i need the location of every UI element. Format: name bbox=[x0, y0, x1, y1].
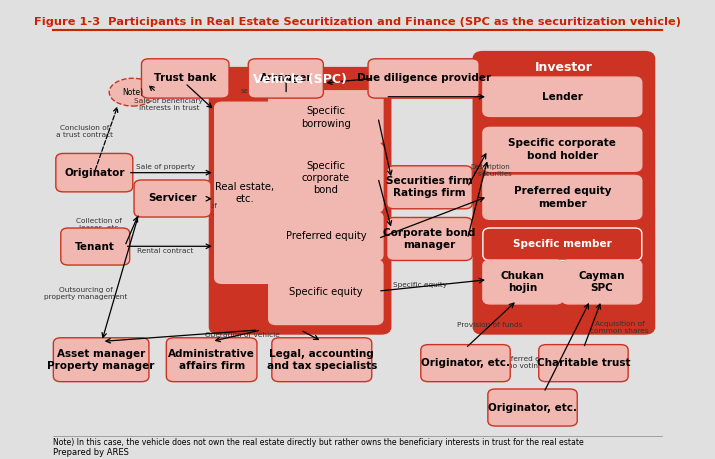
Text: Specific
borrowing: Specific borrowing bbox=[301, 106, 351, 129]
FancyBboxPatch shape bbox=[269, 143, 383, 213]
Text: Investor: Investor bbox=[536, 61, 593, 73]
FancyBboxPatch shape bbox=[483, 228, 642, 260]
Text: Tenant: Tenant bbox=[75, 241, 115, 252]
Ellipse shape bbox=[109, 78, 157, 106]
Text: Chukan
hojin: Chukan hojin bbox=[501, 271, 545, 293]
FancyBboxPatch shape bbox=[167, 338, 257, 382]
Text: Charitable trust: Charitable trust bbox=[537, 358, 630, 368]
Text: Legal, accounting
and tax specialists: Legal, accounting and tax specialists bbox=[267, 348, 377, 371]
FancyBboxPatch shape bbox=[483, 77, 642, 117]
Text: Preferred equity
with no voting rights: Preferred equity with no voting rights bbox=[490, 356, 566, 369]
FancyBboxPatch shape bbox=[54, 338, 149, 382]
Text: Preferred equity: Preferred equity bbox=[390, 220, 449, 226]
FancyBboxPatch shape bbox=[269, 91, 383, 144]
Text: Sale of beneficiary
interests in trust: Sale of beneficiary interests in trust bbox=[134, 99, 203, 112]
Text: Note): Note) bbox=[122, 88, 143, 97]
Text: Operation of vehicle: Operation of vehicle bbox=[205, 331, 280, 337]
FancyBboxPatch shape bbox=[368, 59, 479, 98]
Text: Provision of funds: Provision of funds bbox=[457, 322, 522, 329]
Text: Securities firm
Ratings firm: Securities firm Ratings firm bbox=[386, 176, 473, 198]
Text: Acquisition of
common shares: Acquisition of common shares bbox=[591, 321, 649, 334]
FancyBboxPatch shape bbox=[387, 218, 473, 260]
Text: Due diligence provider: Due diligence provider bbox=[357, 73, 490, 84]
Text: Conclusion of
a trust contract: Conclusion of a trust contract bbox=[56, 124, 113, 138]
Text: Originator, etc.: Originator, etc. bbox=[488, 403, 577, 413]
FancyBboxPatch shape bbox=[56, 153, 133, 192]
FancyBboxPatch shape bbox=[61, 228, 129, 265]
Text: Note) In this case, the vehicle does not own the real estate directly but rather: Note) In this case, the vehicle does not… bbox=[54, 438, 584, 448]
FancyBboxPatch shape bbox=[421, 345, 511, 382]
FancyBboxPatch shape bbox=[539, 345, 628, 382]
Text: Real estate,
etc.: Real estate, etc. bbox=[215, 182, 274, 204]
Text: Rental contract: Rental contract bbox=[137, 248, 193, 254]
Text: Servicer: Servicer bbox=[148, 194, 197, 203]
Text: Execution of financing: Execution of financing bbox=[394, 86, 476, 92]
Text: Description
of securities: Description of securities bbox=[469, 164, 512, 177]
Text: Arranger: Arranger bbox=[260, 73, 312, 84]
FancyBboxPatch shape bbox=[269, 260, 383, 325]
FancyBboxPatch shape bbox=[134, 180, 211, 217]
Text: Specific member: Specific member bbox=[513, 239, 612, 249]
Text: Originator, etc.: Originator, etc. bbox=[421, 358, 510, 368]
Text: Specific equity: Specific equity bbox=[289, 287, 363, 297]
Text: Specific
corporate
bond: Specific corporate bond bbox=[302, 161, 350, 196]
FancyBboxPatch shape bbox=[562, 260, 642, 304]
Text: Sale of property: Sale of property bbox=[136, 164, 194, 170]
Text: Specific corporate
bond holder: Specific corporate bond holder bbox=[508, 138, 616, 161]
Text: Cayman
SPC: Cayman SPC bbox=[578, 271, 625, 293]
FancyBboxPatch shape bbox=[483, 260, 563, 304]
Text: Preferred equity: Preferred equity bbox=[285, 231, 366, 241]
Text: Corporate bond
manager: Corporate bond manager bbox=[383, 228, 475, 250]
Text: Lender: Lender bbox=[542, 92, 583, 102]
Text: Trust bank: Trust bank bbox=[154, 73, 217, 84]
Text: Collection of
leases, etc.: Collection of leases, etc. bbox=[172, 203, 217, 216]
FancyBboxPatch shape bbox=[214, 102, 275, 283]
Text: Collection of
leases, etc: Collection of leases, etc bbox=[76, 218, 122, 231]
FancyBboxPatch shape bbox=[269, 212, 383, 260]
Text: Asset manager
Property manager: Asset manager Property manager bbox=[47, 348, 155, 371]
FancyBboxPatch shape bbox=[142, 59, 229, 98]
FancyBboxPatch shape bbox=[209, 68, 390, 334]
FancyBboxPatch shape bbox=[483, 175, 642, 219]
Text: Outsourcing of
property management: Outsourcing of property management bbox=[44, 287, 127, 300]
FancyBboxPatch shape bbox=[248, 59, 323, 98]
FancyBboxPatch shape bbox=[473, 52, 654, 334]
Text: Administrative
affairs firm: Administrative affairs firm bbox=[168, 348, 255, 371]
Text: Preferred equity
member: Preferred equity member bbox=[513, 186, 611, 208]
Text: Originator: Originator bbox=[64, 168, 124, 178]
FancyBboxPatch shape bbox=[272, 338, 372, 382]
Text: Specific equity: Specific equity bbox=[393, 282, 447, 288]
Text: Prepared by ARES: Prepared by ARES bbox=[54, 448, 129, 457]
Text: Studying
securitization: Studying securitization bbox=[241, 81, 290, 94]
Text: Vehicle (SPC): Vehicle (SPC) bbox=[253, 73, 347, 86]
FancyBboxPatch shape bbox=[488, 389, 577, 426]
Text: Figure 1-3  Participants in Real Estate Securitization and Finance (SPC as the s: Figure 1-3 Participants in Real Estate S… bbox=[34, 17, 681, 27]
FancyBboxPatch shape bbox=[387, 166, 473, 209]
FancyBboxPatch shape bbox=[483, 128, 642, 171]
